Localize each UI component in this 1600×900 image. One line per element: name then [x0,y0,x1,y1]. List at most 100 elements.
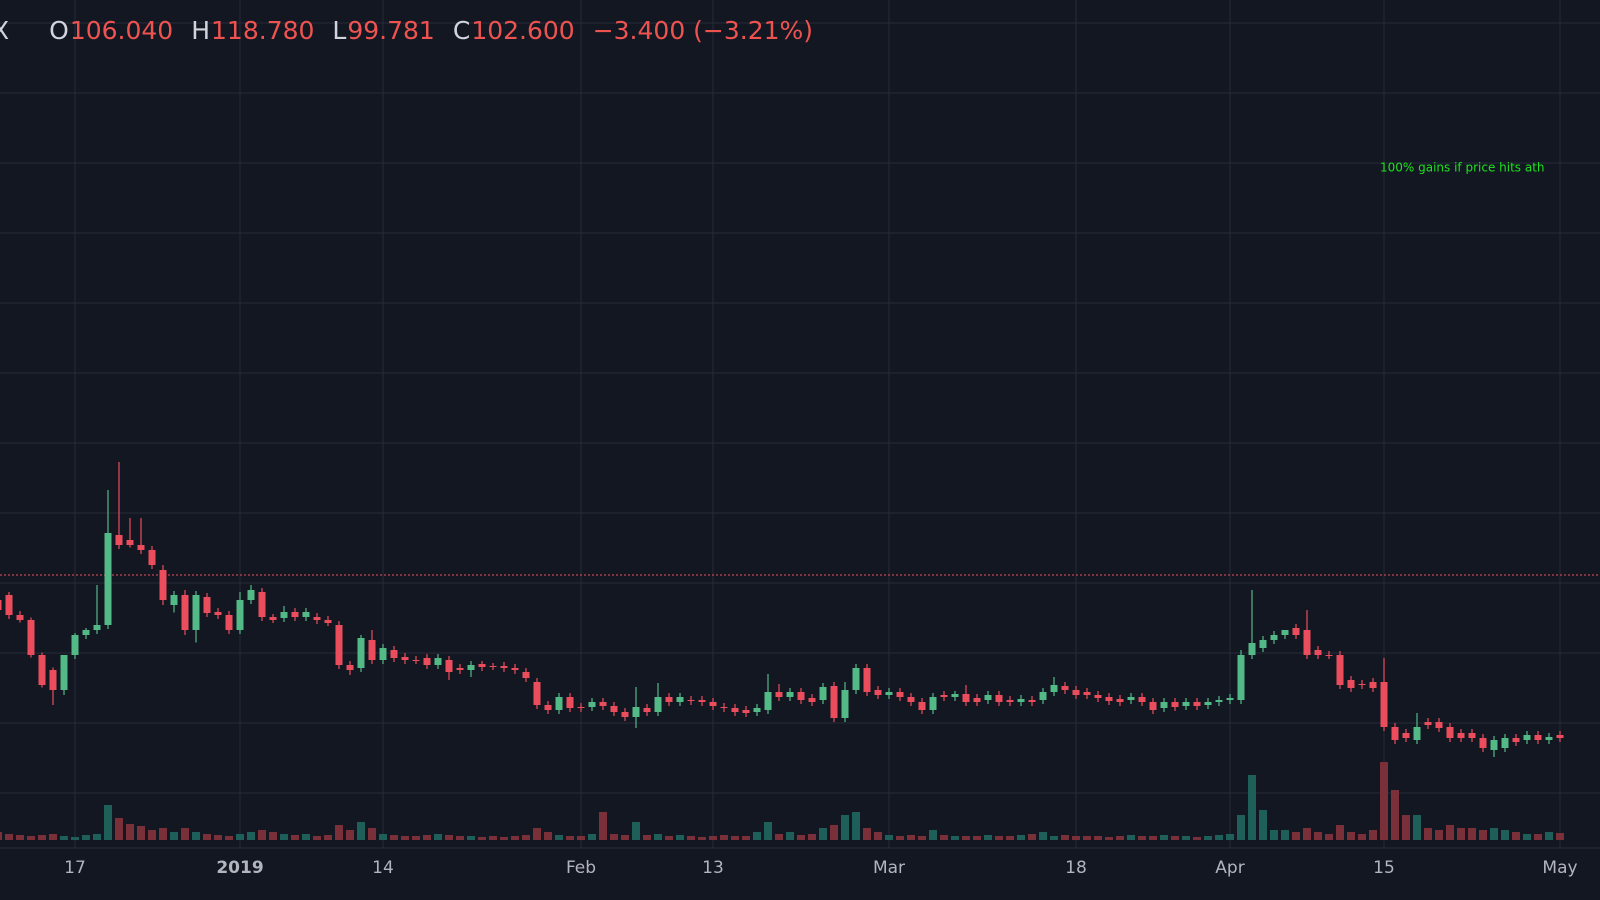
candle-body [335,625,343,665]
volume-bar [346,830,354,840]
volume-bar [511,836,519,840]
candle-body [225,615,233,630]
candle-body [797,692,805,700]
open-value: 106.040 [69,16,174,45]
annotation: 100% gains if price hits ath [1380,161,1545,175]
volume-bar [896,836,904,840]
volume-bar [16,835,24,840]
volume-bar [489,836,497,840]
candle-body [544,705,552,710]
candle-body [214,612,222,615]
close-label: C [452,16,471,45]
volume-bar [1204,836,1212,840]
candle-body [577,707,585,708]
candle-body [379,648,387,660]
volume-bar [1336,825,1344,840]
candle-body [621,712,629,717]
candle-body [247,590,255,600]
volume-bar [720,835,728,840]
volume-bar [445,835,453,840]
volume-bar [962,836,970,840]
volume-bar [1226,834,1234,840]
candle-body [764,692,772,710]
volume-bar [918,836,926,840]
volume-bar [390,835,398,840]
volume-bar [742,836,750,840]
volume-bar [203,834,211,840]
volume-bar [665,836,673,840]
x-tick-label: Mar [873,858,905,878]
candle-body [940,695,948,697]
candle-body [1391,727,1399,740]
candle-body [390,650,398,658]
volume-bar [610,834,618,840]
volume-bar [115,818,123,840]
volume-bar [1314,832,1322,840]
candle-body [1490,740,1498,750]
volume-bar [874,832,882,840]
candle-body [324,620,332,623]
volume-bar [126,824,134,840]
candle-body [500,666,508,668]
volume-bar [643,835,651,840]
candle-body [830,686,838,718]
volume-bar [753,832,761,840]
x-tick-label: 2019 [216,858,263,878]
x-tick-label: 17 [64,858,86,878]
volume-bar [291,835,299,840]
volume-bar [1512,832,1520,840]
candle-body [1358,684,1366,685]
volume-bar [148,830,156,840]
volume-bar [456,836,464,840]
candle-body [1215,700,1223,702]
candle-body [126,540,134,545]
candle-body [1369,682,1377,688]
candle-body [1105,697,1113,701]
candle-body [1281,630,1289,635]
x-tick-label: 13 [702,858,724,878]
candle-body [104,533,112,625]
candle-body [841,690,849,718]
volume-bar [302,834,310,840]
volume-bar [1457,828,1465,840]
volume-bar [929,830,937,840]
candle-body [1457,733,1465,738]
candle-body [60,655,68,690]
candle-body [181,595,189,630]
volume-bar [214,835,222,840]
volume-bar [401,836,409,840]
horizontal-grid [0,22,1600,794]
candle-body [654,697,662,712]
candle-body [467,665,475,670]
volume-bar [654,834,662,840]
candle-body [192,595,200,630]
candle-body [203,597,211,613]
volume-bar [1215,835,1223,840]
volume-bar [1303,828,1311,840]
candle-body [951,694,959,697]
volume-bar [1380,762,1388,840]
high-value: 118.780 [211,16,315,45]
volume-bar [577,836,585,840]
candle-body [1292,628,1300,635]
volume-bar [38,835,46,840]
volume-bar [797,835,805,840]
volume-bar [1545,832,1553,840]
x-tick-label: Feb [566,858,596,878]
volume-bar [885,835,893,840]
time-axis [0,848,1600,900]
candle-body [753,708,761,712]
volume-bar [687,836,695,840]
x-tick-label: Apr [1215,858,1244,878]
candle-body [346,665,354,670]
candle-body [401,657,409,660]
close-value: 102.600 [471,16,575,45]
volume-bar [786,832,794,840]
candle-body [1380,682,1388,727]
volume-bar [951,836,959,840]
candle-body [49,670,57,690]
candle-body [1435,722,1443,728]
candle-body [599,702,607,706]
volume-bar [1523,834,1531,840]
candle-body [489,666,497,667]
